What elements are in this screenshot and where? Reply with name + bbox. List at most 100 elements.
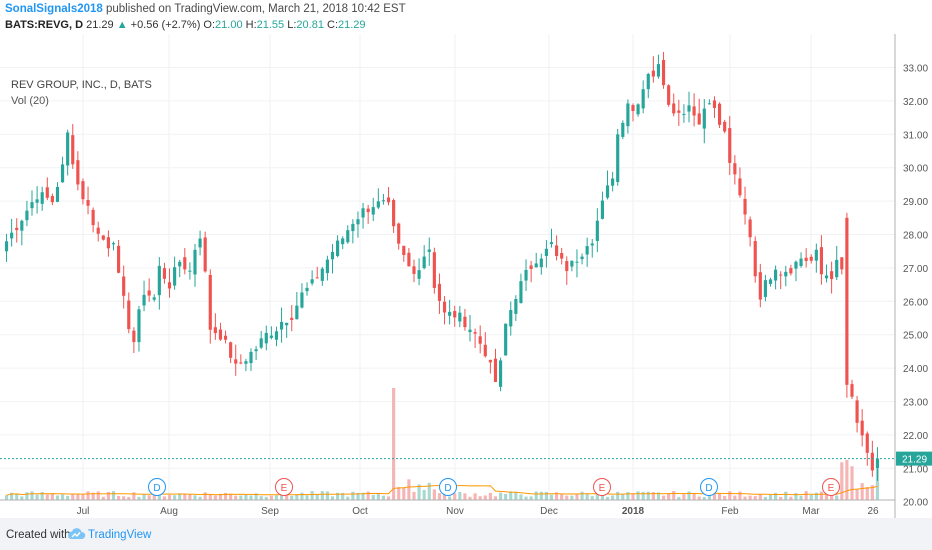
candle-body bbox=[570, 260, 574, 267]
change-up-icon: ▲ bbox=[116, 19, 128, 31]
volume-bar bbox=[855, 489, 859, 500]
volume-bar bbox=[213, 495, 217, 500]
candle-body bbox=[712, 100, 717, 108]
volume-bar bbox=[784, 491, 788, 500]
candle bbox=[71, 124, 75, 169]
candle-body bbox=[422, 256, 426, 269]
candle-body bbox=[81, 181, 85, 200]
candle-body bbox=[595, 220, 599, 241]
candle-body bbox=[244, 361, 248, 364]
candle-body bbox=[437, 283, 442, 301]
chart-area[interactable]: 20.00 21.00 22.00 23.00 24.00 25.00 26.00 27.00… bbox=[0, 34, 932, 518]
candle-body bbox=[76, 160, 80, 185]
candle bbox=[809, 254, 813, 264]
candle bbox=[560, 247, 564, 265]
candle bbox=[453, 305, 457, 327]
candle bbox=[580, 253, 584, 265]
candle-body bbox=[290, 317, 294, 320]
series-legend[interactable]: REV GROUP, INC., D, BATS bbox=[11, 79, 152, 91]
candle bbox=[743, 186, 747, 225]
volume-legend[interactable]: Vol (20) bbox=[11, 95, 49, 107]
candle-body bbox=[315, 277, 319, 279]
candle bbox=[274, 326, 279, 347]
candle bbox=[188, 262, 192, 280]
volume-bar bbox=[361, 492, 365, 500]
candle bbox=[96, 221, 100, 242]
candle bbox=[137, 305, 141, 352]
candle-body bbox=[702, 108, 706, 129]
candle-body bbox=[264, 332, 268, 344]
volume-bar bbox=[254, 493, 258, 500]
candle bbox=[412, 259, 416, 283]
candle-body bbox=[35, 199, 39, 203]
candle-body bbox=[835, 259, 839, 278]
candle bbox=[427, 237, 431, 266]
candle bbox=[738, 167, 742, 198]
candle-body bbox=[468, 329, 472, 333]
candle-body bbox=[137, 309, 141, 343]
volume-bar bbox=[590, 496, 594, 500]
candle-body bbox=[850, 384, 854, 397]
candle-body bbox=[351, 223, 355, 232]
candle-body bbox=[71, 135, 75, 165]
candle-body bbox=[325, 259, 329, 274]
candle-body bbox=[763, 280, 767, 297]
earnings-marker[interactable]: E bbox=[822, 478, 840, 496]
dividend-marker[interactable]: D bbox=[148, 478, 166, 496]
volume-bar bbox=[794, 492, 798, 500]
volume-bar bbox=[763, 496, 767, 500]
earnings-marker[interactable]: E bbox=[593, 478, 611, 496]
candle-body bbox=[498, 360, 503, 387]
volume-bar bbox=[534, 491, 538, 500]
candle-body bbox=[300, 292, 304, 308]
candle-body bbox=[824, 275, 829, 279]
candle-body bbox=[830, 271, 834, 280]
author-link[interactable]: SonalSignals2018 bbox=[5, 3, 103, 15]
candle bbox=[25, 200, 29, 227]
volume-bar bbox=[804, 491, 808, 500]
candle-body bbox=[147, 290, 151, 296]
volume-bar bbox=[71, 494, 75, 500]
volume-bar bbox=[259, 496, 263, 500]
candle bbox=[830, 261, 834, 294]
candle bbox=[305, 282, 309, 296]
candle-body bbox=[407, 252, 411, 267]
candle-body bbox=[646, 73, 650, 90]
volume-bar bbox=[504, 494, 508, 500]
earnings-marker[interactable]: E bbox=[275, 478, 293, 496]
candle bbox=[35, 186, 39, 214]
volume-bar bbox=[728, 491, 732, 500]
candle-body bbox=[585, 246, 589, 255]
candle bbox=[81, 178, 85, 205]
volume-bar bbox=[346, 496, 350, 500]
time-tick-label: Feb bbox=[721, 506, 739, 517]
volume-bar bbox=[147, 495, 151, 500]
candle bbox=[692, 93, 696, 127]
tradingview-link[interactable]: TradingView bbox=[88, 529, 152, 541]
candle bbox=[458, 305, 462, 328]
candle bbox=[641, 80, 645, 114]
candle-body bbox=[10, 232, 14, 239]
candle bbox=[351, 219, 355, 244]
dividend-marker[interactable]: D bbox=[700, 478, 718, 496]
candle bbox=[565, 256, 569, 285]
candle bbox=[656, 54, 661, 79]
price-chart[interactable]: 20.00 21.00 22.00 23.00 24.00 25.00 26.00 27.00… bbox=[0, 34, 932, 518]
volume-bar bbox=[488, 492, 492, 500]
dividend-marker[interactable]: D bbox=[439, 478, 457, 496]
candle-body bbox=[794, 261, 798, 269]
volume-bar bbox=[249, 495, 253, 500]
candle bbox=[55, 182, 60, 203]
candle-body bbox=[101, 235, 105, 240]
candle bbox=[840, 256, 844, 275]
candle bbox=[193, 243, 197, 287]
candle bbox=[198, 230, 202, 256]
candle bbox=[147, 278, 151, 302]
candle-body bbox=[86, 200, 90, 206]
candle-body bbox=[473, 332, 477, 334]
tradingview-cloud-icon[interactable] bbox=[66, 527, 86, 541]
volume-bar bbox=[96, 491, 100, 500]
marker-label: D bbox=[705, 483, 712, 494]
volume-bar bbox=[498, 492, 503, 500]
price-tick-label: 27.00 bbox=[903, 264, 928, 275]
